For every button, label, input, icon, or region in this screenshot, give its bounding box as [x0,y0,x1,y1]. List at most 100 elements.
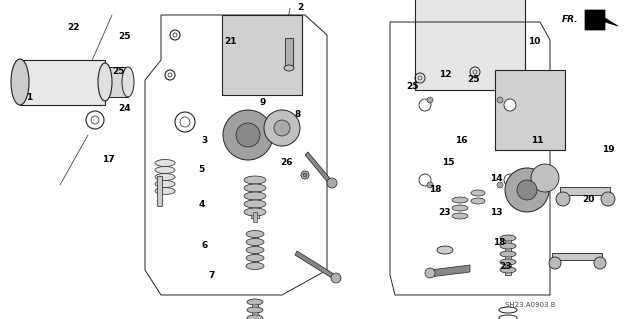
Text: 26: 26 [280,158,293,167]
Ellipse shape [247,307,263,313]
Ellipse shape [500,235,516,241]
Bar [222,15,302,95]
Ellipse shape [155,188,175,195]
Circle shape [504,174,516,186]
Circle shape [427,182,433,188]
Ellipse shape [244,208,266,216]
Text: 3: 3 [202,136,208,145]
Ellipse shape [246,263,264,270]
Text: 14: 14 [490,174,502,183]
Text: 25: 25 [118,32,131,41]
Polygon shape [430,265,470,277]
Circle shape [601,192,615,206]
Ellipse shape [303,173,307,177]
Text: 24: 24 [118,104,131,113]
Ellipse shape [500,267,516,273]
Text: 16: 16 [454,136,467,145]
Circle shape [531,164,559,192]
Ellipse shape [11,59,29,105]
Polygon shape [305,152,333,185]
Ellipse shape [247,315,263,319]
Text: 20: 20 [582,195,595,204]
Ellipse shape [244,192,266,200]
Ellipse shape [244,176,266,184]
Text: 1: 1 [26,93,32,102]
Circle shape [419,99,431,111]
Ellipse shape [246,247,264,254]
Circle shape [497,182,503,188]
Text: 19: 19 [602,145,614,154]
Ellipse shape [437,246,453,254]
Bar [252,300,258,319]
Circle shape [236,123,260,147]
Ellipse shape [500,243,516,249]
Text: 4: 4 [198,200,205,209]
Text: SH23 A0903 B: SH23 A0903 B [505,302,556,308]
Text: 18: 18 [429,185,442,194]
Circle shape [419,174,431,186]
Circle shape [223,110,273,160]
Circle shape [264,110,300,146]
Circle shape [594,257,606,269]
Ellipse shape [244,184,266,192]
Bar [20,60,105,105]
Ellipse shape [122,67,134,97]
Text: 7: 7 [208,271,214,280]
Text: 25: 25 [467,75,480,84]
Polygon shape [295,251,337,280]
Ellipse shape [244,200,266,208]
Text: 15: 15 [442,158,454,167]
Ellipse shape [246,231,264,238]
Ellipse shape [284,65,294,71]
Ellipse shape [301,171,309,179]
Polygon shape [585,10,618,30]
Circle shape [274,120,290,136]
Text: 18: 18 [493,238,506,247]
Text: FR.: FR. [561,16,578,25]
Bar [252,236,258,268]
Ellipse shape [452,197,468,203]
Text: 25: 25 [406,82,419,91]
Circle shape [549,257,561,269]
Bar [285,38,293,68]
Bar [560,187,610,195]
Bar [103,67,128,97]
Ellipse shape [98,63,112,101]
Circle shape [425,268,435,278]
Ellipse shape [155,181,175,188]
Circle shape [504,99,516,111]
Circle shape [556,192,570,206]
Circle shape [331,273,341,283]
Text: 2: 2 [298,4,304,12]
Circle shape [505,168,549,212]
Bar [157,176,162,206]
Text: 5: 5 [198,165,205,174]
Text: 6: 6 [202,241,208,250]
Bar [552,253,602,260]
Circle shape [427,97,433,103]
Ellipse shape [155,160,175,167]
Text: 11: 11 [531,136,544,145]
Circle shape [497,97,503,103]
Ellipse shape [500,251,516,257]
Bar [415,0,525,90]
Bar [495,70,565,150]
Text: 25: 25 [112,67,125,76]
Ellipse shape [452,213,468,219]
Ellipse shape [500,259,516,265]
Circle shape [327,178,337,188]
Ellipse shape [155,174,175,181]
Text: 23: 23 [499,262,512,271]
Text: 22: 22 [67,23,80,32]
Ellipse shape [155,167,175,174]
Bar [253,212,257,222]
Ellipse shape [471,190,485,196]
Ellipse shape [247,299,263,305]
Text: 17: 17 [102,155,115,164]
Text: 10: 10 [528,37,541,46]
Text: 12: 12 [438,70,451,79]
Bar [251,180,259,218]
Bar [505,235,511,275]
Text: 21: 21 [224,37,237,46]
Text: 23: 23 [438,208,451,217]
